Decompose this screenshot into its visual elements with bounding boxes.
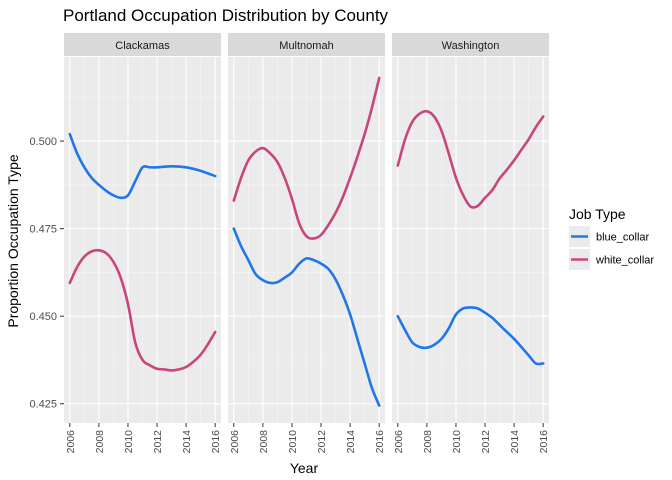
x-tick-label: 2010 bbox=[451, 430, 463, 454]
x-tick-label: 2006 bbox=[229, 430, 241, 454]
legend-label: blue_collar bbox=[596, 232, 650, 244]
chart-title: Portland Occupation Distribution by Coun… bbox=[63, 6, 389, 25]
x-tick-label: 2014 bbox=[509, 430, 521, 454]
panels-group: Clackamas 2006 2008 2010 2012 2014 2016 0.425 0.… bbox=[29, 33, 550, 453]
strip-label-washington: Washington bbox=[442, 40, 500, 52]
x-tick-label: 2008 bbox=[94, 430, 106, 454]
legend: Job Type blue_collar white_collar bbox=[569, 206, 654, 270]
series-line-white-collar-multnomah bbox=[232, 76, 381, 240]
panel-washington: Washington 2006 2008 2010 2012 2014 2016 bbox=[392, 33, 550, 453]
panel-multnomah: Multnomah 2006 2008 2010 2012 2014 2016 bbox=[228, 33, 386, 453]
series-line-white-collar-washington bbox=[396, 109, 545, 209]
panel-clackamas: Clackamas 2006 2008 2010 2012 2014 2016 0.425 0.… bbox=[29, 33, 222, 453]
x-tick-label: 2008 bbox=[258, 430, 270, 454]
legend-title: Job Type bbox=[569, 206, 626, 222]
x-tick-label: 2006 bbox=[65, 430, 77, 454]
y-tick-label: 0.500 bbox=[29, 136, 57, 148]
strip-multnomah bbox=[228, 33, 385, 56]
series-line-blue-collar-clackamas bbox=[68, 132, 217, 200]
x-tick-label: 2012 bbox=[480, 430, 492, 454]
y-axis-title: Proportion Occupation Type bbox=[5, 154, 21, 328]
strip-washington bbox=[392, 33, 549, 56]
x-axis-title: Year bbox=[290, 460, 319, 476]
legend-entry-white-collar: white_collar bbox=[569, 249, 654, 270]
y-tick-label: 0.425 bbox=[29, 399, 57, 411]
x-tick-label: 2010 bbox=[287, 430, 299, 454]
x-tick-label: 2016 bbox=[538, 430, 550, 454]
series-line-blue-collar-multnomah bbox=[232, 227, 381, 407]
x-tick-label: 2008 bbox=[422, 430, 434, 454]
strip-clackamas bbox=[64, 33, 221, 56]
x-tick-label: 2016 bbox=[210, 430, 222, 454]
y-tick-label: 0.450 bbox=[29, 311, 57, 323]
x-tick-label: 2016 bbox=[374, 430, 386, 454]
series-line-blue-collar-washington bbox=[396, 306, 545, 366]
strip-label-multnomah: Multnomah bbox=[279, 40, 333, 52]
x-tick-label: 2012 bbox=[152, 430, 164, 454]
legend-entry-blue-collar: blue_collar bbox=[569, 226, 650, 247]
x-tick-label: 2006 bbox=[393, 430, 405, 454]
strip-label-clackamas: Clackamas bbox=[115, 40, 170, 52]
x-tick-label: 2014 bbox=[345, 430, 357, 454]
x-tick-label: 2010 bbox=[123, 430, 135, 454]
series-line-white-collar-clackamas bbox=[68, 248, 217, 372]
x-tick-label: 2012 bbox=[316, 430, 328, 454]
legend-label: white_collar bbox=[595, 255, 654, 267]
y-tick-label: 0.475 bbox=[29, 224, 57, 236]
x-tick-label: 2014 bbox=[181, 430, 193, 454]
